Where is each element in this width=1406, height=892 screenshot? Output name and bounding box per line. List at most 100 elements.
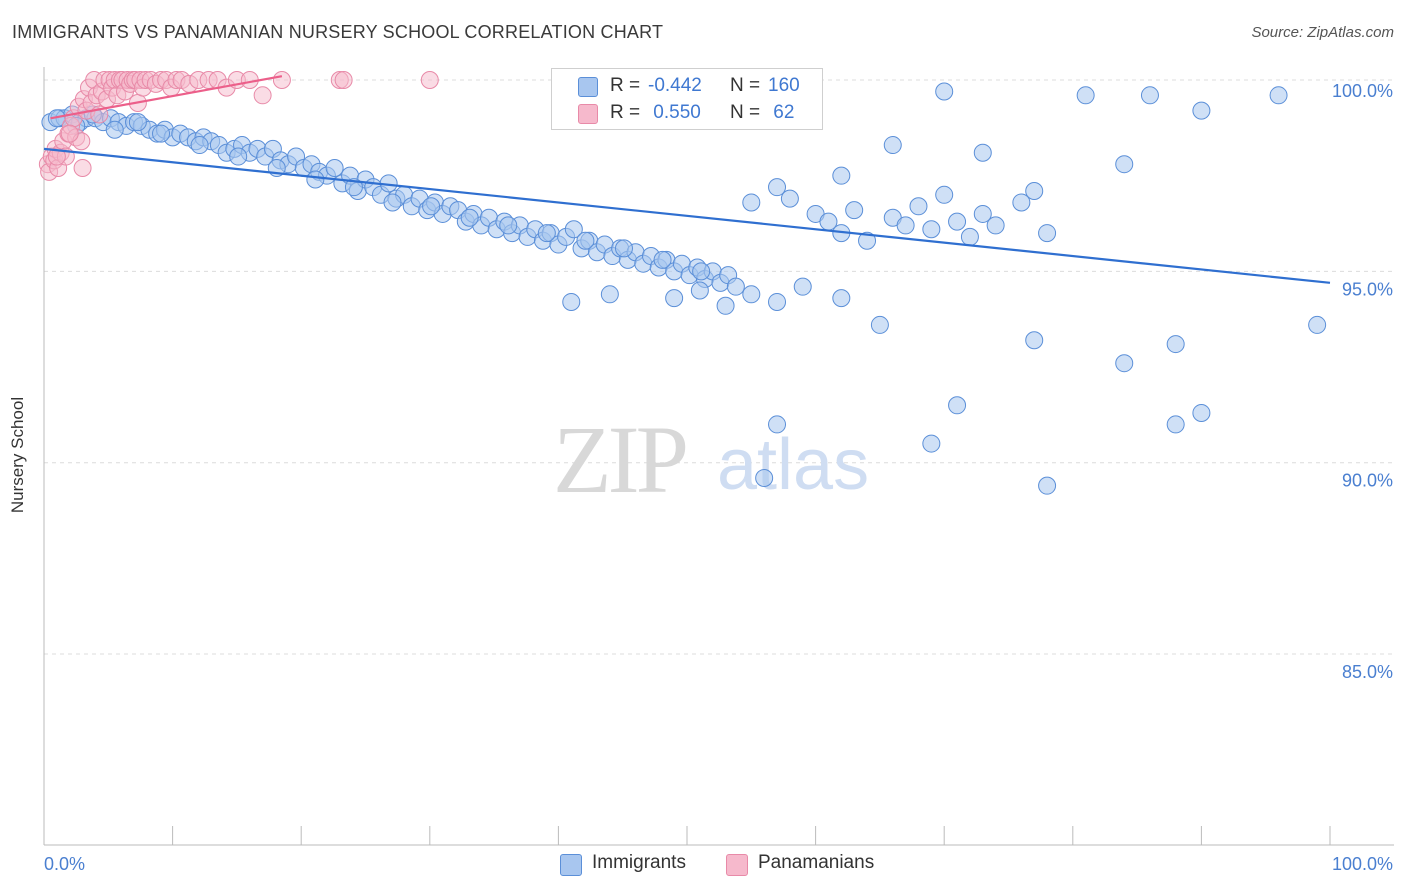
data-point-immigrants — [1115, 354, 1134, 373]
watermark: ZIP atlas — [553, 406, 869, 513]
n-value: 62 — [768, 102, 795, 123]
tick-labels: 100.0% 95.0% 90.0% 85.0% 0.0% 100.0% — [44, 81, 1393, 874]
x-tick-label-max: 100.0% — [1332, 854, 1393, 874]
data-point-immigrants — [726, 277, 745, 296]
data-point-panamanians — [272, 71, 291, 89]
data-point-immigrants — [1115, 155, 1134, 174]
data-point-immigrants — [973, 204, 992, 223]
data-point-panamanians — [73, 159, 92, 178]
data-point-immigrants — [858, 231, 877, 250]
data-point-immigrants — [780, 189, 799, 208]
data-point-immigrants — [576, 231, 595, 250]
grid-lines — [44, 79, 1394, 655]
source-label: Source: ZipAtlas.com — [1251, 24, 1394, 41]
data-point-immigrants — [922, 434, 941, 453]
data-point-immigrants — [960, 227, 979, 246]
data-point-immigrants — [716, 296, 735, 315]
y-tick-label: 95.0% — [1342, 279, 1393, 299]
data-point-immigrants — [128, 113, 147, 132]
panamanians-legend-label: Panamanians — [758, 852, 875, 873]
data-point-immigrants — [845, 201, 864, 220]
correlation-legend: R = -0.442 N = 160 R = 0.550 N = 62 — [551, 68, 823, 130]
data-point-immigrants — [1269, 86, 1288, 105]
data-point-immigrants — [896, 216, 915, 235]
n-value: 160 — [768, 75, 800, 96]
trend-line-panamanians — [50, 75, 283, 120]
trend-lines — [43, 75, 1331, 284]
data-point-immigrants — [870, 315, 889, 334]
y-tick-label: 100.0% — [1332, 81, 1393, 101]
y-tick-label: 85.0% — [1342, 662, 1393, 682]
data-point-immigrants — [948, 212, 967, 231]
data-point-immigrants — [190, 136, 209, 155]
data-point-immigrants — [1076, 86, 1095, 105]
data-point-immigrants — [1025, 331, 1044, 350]
r-label: R = — [610, 102, 641, 123]
data-point-immigrants — [152, 124, 171, 143]
data-point-immigrants — [922, 220, 941, 239]
immigrants-swatch-icon — [578, 77, 598, 97]
data-point-immigrants — [690, 281, 709, 300]
data-point-panamanians — [420, 71, 439, 89]
data-point-immigrants — [306, 170, 325, 189]
data-point-immigrants — [909, 197, 928, 216]
data-point-immigrants — [1012, 193, 1031, 212]
data-point-immigrants — [344, 178, 363, 197]
data-point-immigrants — [742, 285, 761, 304]
trend-line-immigrants — [43, 147, 1331, 284]
chart-title: IMMIGRANTS VS PANAMANIAN NURSERY SCHOOL … — [12, 22, 664, 42]
data-point-panamanians — [47, 147, 66, 166]
data-point-immigrants — [1308, 315, 1327, 334]
data-point-panamanians — [334, 71, 353, 89]
data-point-immigrants — [1166, 415, 1185, 434]
data-point-immigrants — [768, 415, 787, 434]
data-point-immigrants — [1140, 86, 1159, 105]
panamanians-swatch-icon — [578, 104, 598, 124]
data-point-panamanians — [253, 86, 272, 105]
series-immigrants — [41, 82, 1327, 495]
data-point-immigrants — [768, 178, 787, 197]
data-point-immigrants — [755, 469, 774, 488]
data-point-immigrants — [742, 193, 761, 212]
data-point-immigrants — [986, 216, 1005, 235]
data-point-immigrants — [564, 220, 583, 239]
data-point-immigrants — [768, 292, 787, 311]
data-point-immigrants — [229, 147, 248, 166]
data-point-immigrants — [1192, 403, 1211, 422]
data-point-immigrants — [537, 224, 556, 243]
r-value: -0.442 — [648, 75, 702, 96]
data-point-immigrants — [499, 216, 518, 235]
immigrants-legend-label: Immigrants — [592, 852, 686, 873]
data-point-immigrants — [1192, 101, 1211, 120]
data-point-panamanians — [60, 124, 79, 143]
data-point-immigrants — [383, 193, 402, 212]
data-point-immigrants — [1166, 335, 1185, 354]
data-point-immigrants — [973, 143, 992, 162]
n-label: N = — [730, 102, 761, 123]
data-point-immigrants — [948, 396, 967, 415]
data-point-immigrants — [665, 289, 684, 308]
watermark-zip: ZIP — [553, 406, 686, 513]
data-point-immigrants — [935, 82, 954, 101]
data-point-immigrants — [692, 262, 711, 281]
y-tick-label: 90.0% — [1342, 471, 1393, 491]
axes — [43, 67, 1394, 846]
data-point-immigrants — [653, 250, 672, 269]
n-label: N = — [730, 75, 761, 96]
data-point-immigrants — [105, 120, 124, 139]
series-panamanians — [38, 71, 439, 181]
data-point-immigrants — [883, 136, 902, 155]
data-point-immigrants — [1038, 476, 1057, 495]
x-tick-label-min: 0.0% — [44, 854, 85, 874]
data-point-immigrants — [793, 277, 812, 296]
watermark-atlas: atlas — [717, 425, 869, 505]
data-point-immigrants — [832, 289, 851, 308]
data-point-immigrants — [935, 185, 954, 204]
r-value: 0.550 — [648, 102, 701, 123]
data-point-immigrants — [832, 166, 851, 185]
data-point-immigrants — [614, 239, 633, 258]
data-point-immigrants — [600, 285, 619, 304]
r-label: R = — [610, 75, 641, 96]
data-point-immigrants — [460, 208, 479, 227]
